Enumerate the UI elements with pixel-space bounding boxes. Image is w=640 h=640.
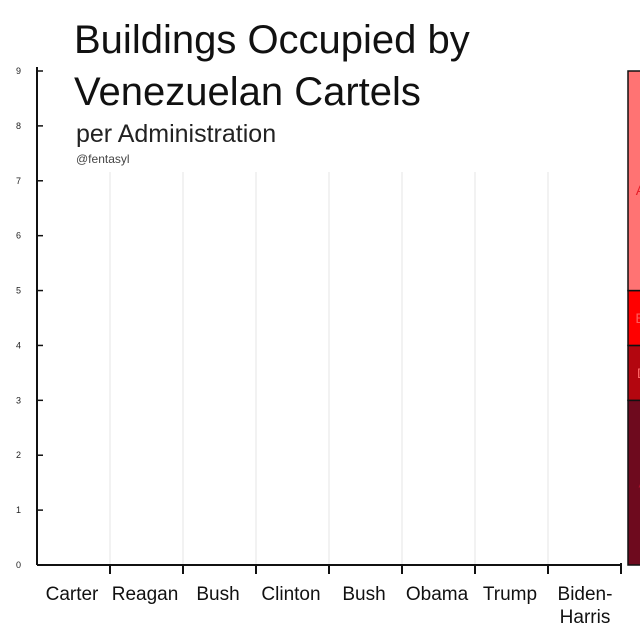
x-tick-label: Harris	[560, 607, 611, 628]
x-tick-label: Reagan	[112, 584, 179, 605]
chart-title-line-1: Buildings Occupied by	[74, 18, 470, 62]
chart-subtitle: per Administration	[76, 120, 277, 148]
x-tick-label: Bush	[196, 584, 239, 605]
bar-segment-label: Antonio	[636, 182, 640, 198]
y-tick-label: 9	[16, 66, 21, 76]
bar-segment-label: Aurora	[638, 475, 640, 491]
x-tick-label: Carter	[46, 584, 99, 605]
bar-biden-harris-el-paso	[627, 289, 640, 347]
y-tick-label: 5	[16, 286, 21, 296]
y-tick-label: 4	[16, 340, 21, 350]
y-tick-label: 1	[16, 505, 21, 515]
chart-title-line-2: Venezuelan Cartels	[74, 70, 421, 114]
bar-segment-label: El Paso	[635, 310, 640, 326]
x-tick-label: Bush	[342, 584, 385, 605]
bar-biden-harris-aurora	[627, 399, 640, 566]
x-tick-label: Trump	[483, 584, 537, 605]
y-tick-label: 3	[16, 395, 21, 405]
x-tick-label: Biden-	[558, 584, 613, 605]
bar-biden-harris-denver	[627, 344, 640, 402]
y-tick-label: 2	[16, 450, 21, 460]
y-tick-label: 6	[16, 231, 21, 241]
y-tick-label: 7	[16, 176, 21, 186]
x-tick-label: Obama	[406, 584, 469, 605]
y-tick-label: 0	[16, 560, 21, 570]
x-tick-label: Clinton	[261, 584, 320, 605]
author-handle: @fentasyl	[76, 152, 130, 166]
bar-biden-harris-san-antonio	[627, 70, 640, 292]
bar-segment-label: Denver	[637, 365, 640, 381]
y-tick-label: 8	[16, 121, 21, 131]
